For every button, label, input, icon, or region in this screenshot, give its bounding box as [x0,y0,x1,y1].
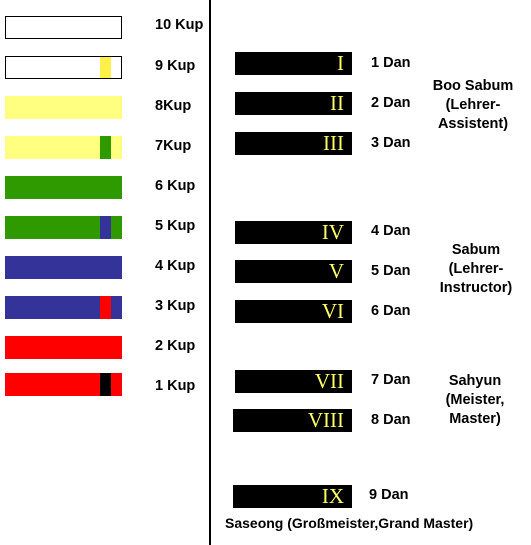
dan-5-numeral: V [328,259,344,283]
dan-7-label: 7 Dan [371,372,411,388]
dan-7-numeral: VII [314,369,344,393]
kup-1-stripe [100,373,111,396]
kup-5-label: 5 Kup [155,218,196,234]
dan-3-numeral: III [323,131,344,155]
dan-1-belt: I [235,51,352,75]
dan-9-belt: IX [233,484,352,508]
kup-2-label: 2 Kup [155,338,196,354]
kup-6-label: 6 Kup [155,178,196,194]
kup-9-stripe [100,57,111,78]
dan-1-label: 1 Dan [371,55,411,71]
dan-5-label: 5 Dan [371,263,411,279]
dan-6-belt: VI [235,299,352,323]
kup-8-belt [5,96,122,119]
kup-4-label: 4 Kup [155,258,196,274]
sabum-line-3: Instructor) [439,280,513,296]
kup-9-label: 9 Kup [155,58,196,74]
dan-6-label: 6 Dan [371,303,411,319]
dan-8-numeral: VIII [307,408,344,432]
kup-1-belt [5,373,122,396]
kup-5-belt [5,216,122,239]
sahyun-line-3: Master) [449,411,501,427]
saseong-title: Saseong (Großmeister,Grand Master) [225,515,474,531]
kup-6-belt [5,176,122,199]
dan-9-label: 9 Dan [369,487,409,503]
boo-sabum-line-1: Boo Sabum [432,78,514,94]
kup-9-belt [5,56,122,79]
dan-2-label: 2 Dan [371,95,411,111]
kup-4-belt [5,256,122,279]
sahyun-line-2: (Meister, [445,392,505,408]
dan-6-numeral: VI [321,299,344,323]
dan-2-belt: II [235,91,352,115]
boo-sabum-line-2: (Lehrer- [445,97,501,113]
dan-3-label: 3 Dan [371,135,411,151]
kup-10-belt [5,16,122,39]
dan-2-numeral: II [330,91,344,115]
sabum-title: Sabum (Lehrer- Instructor) [426,241,526,298]
kup-2-belt [5,336,122,359]
divider-line [209,0,211,545]
kup-3-stripe [100,296,111,319]
kup-5-stripe [100,216,111,239]
sabum-line-2: (Lehrer- [448,261,504,277]
kup-10-label: 10 Kup [155,17,204,33]
dan-7-belt: VII [235,369,352,393]
dan-3-belt: III [235,131,352,155]
dan-8-belt: VIII [233,408,352,432]
kup-1-label: 1 Kup [155,378,196,394]
sabum-line-1: Sabum [451,242,501,258]
boo-sabum-line-3: Assistent) [437,116,509,132]
dan-4-numeral: IV [321,220,344,244]
kup-7-belt [5,136,122,159]
kup-3-label: 3 Kup [155,298,196,314]
sahyun-line-1: Sahyun [448,373,502,389]
dan-8-label: 8 Dan [371,412,411,428]
kup-8-label: 8Kup [155,98,192,114]
dan-4-belt: IV [235,220,352,244]
kup-7-label: 7Kup [155,138,192,154]
dan-5-belt: V [235,259,352,283]
kup-7-stripe [100,136,111,159]
sahyun-title: Sahyun (Meister, Master) [425,372,525,429]
dan-9-numeral: IX [321,484,344,508]
dan-1-numeral: I [337,51,344,75]
kup-3-belt [5,296,122,319]
boo-sabum-title: Boo Sabum (Lehrer- Assistent) [423,77,523,134]
dan-4-label: 4 Dan [371,223,411,239]
